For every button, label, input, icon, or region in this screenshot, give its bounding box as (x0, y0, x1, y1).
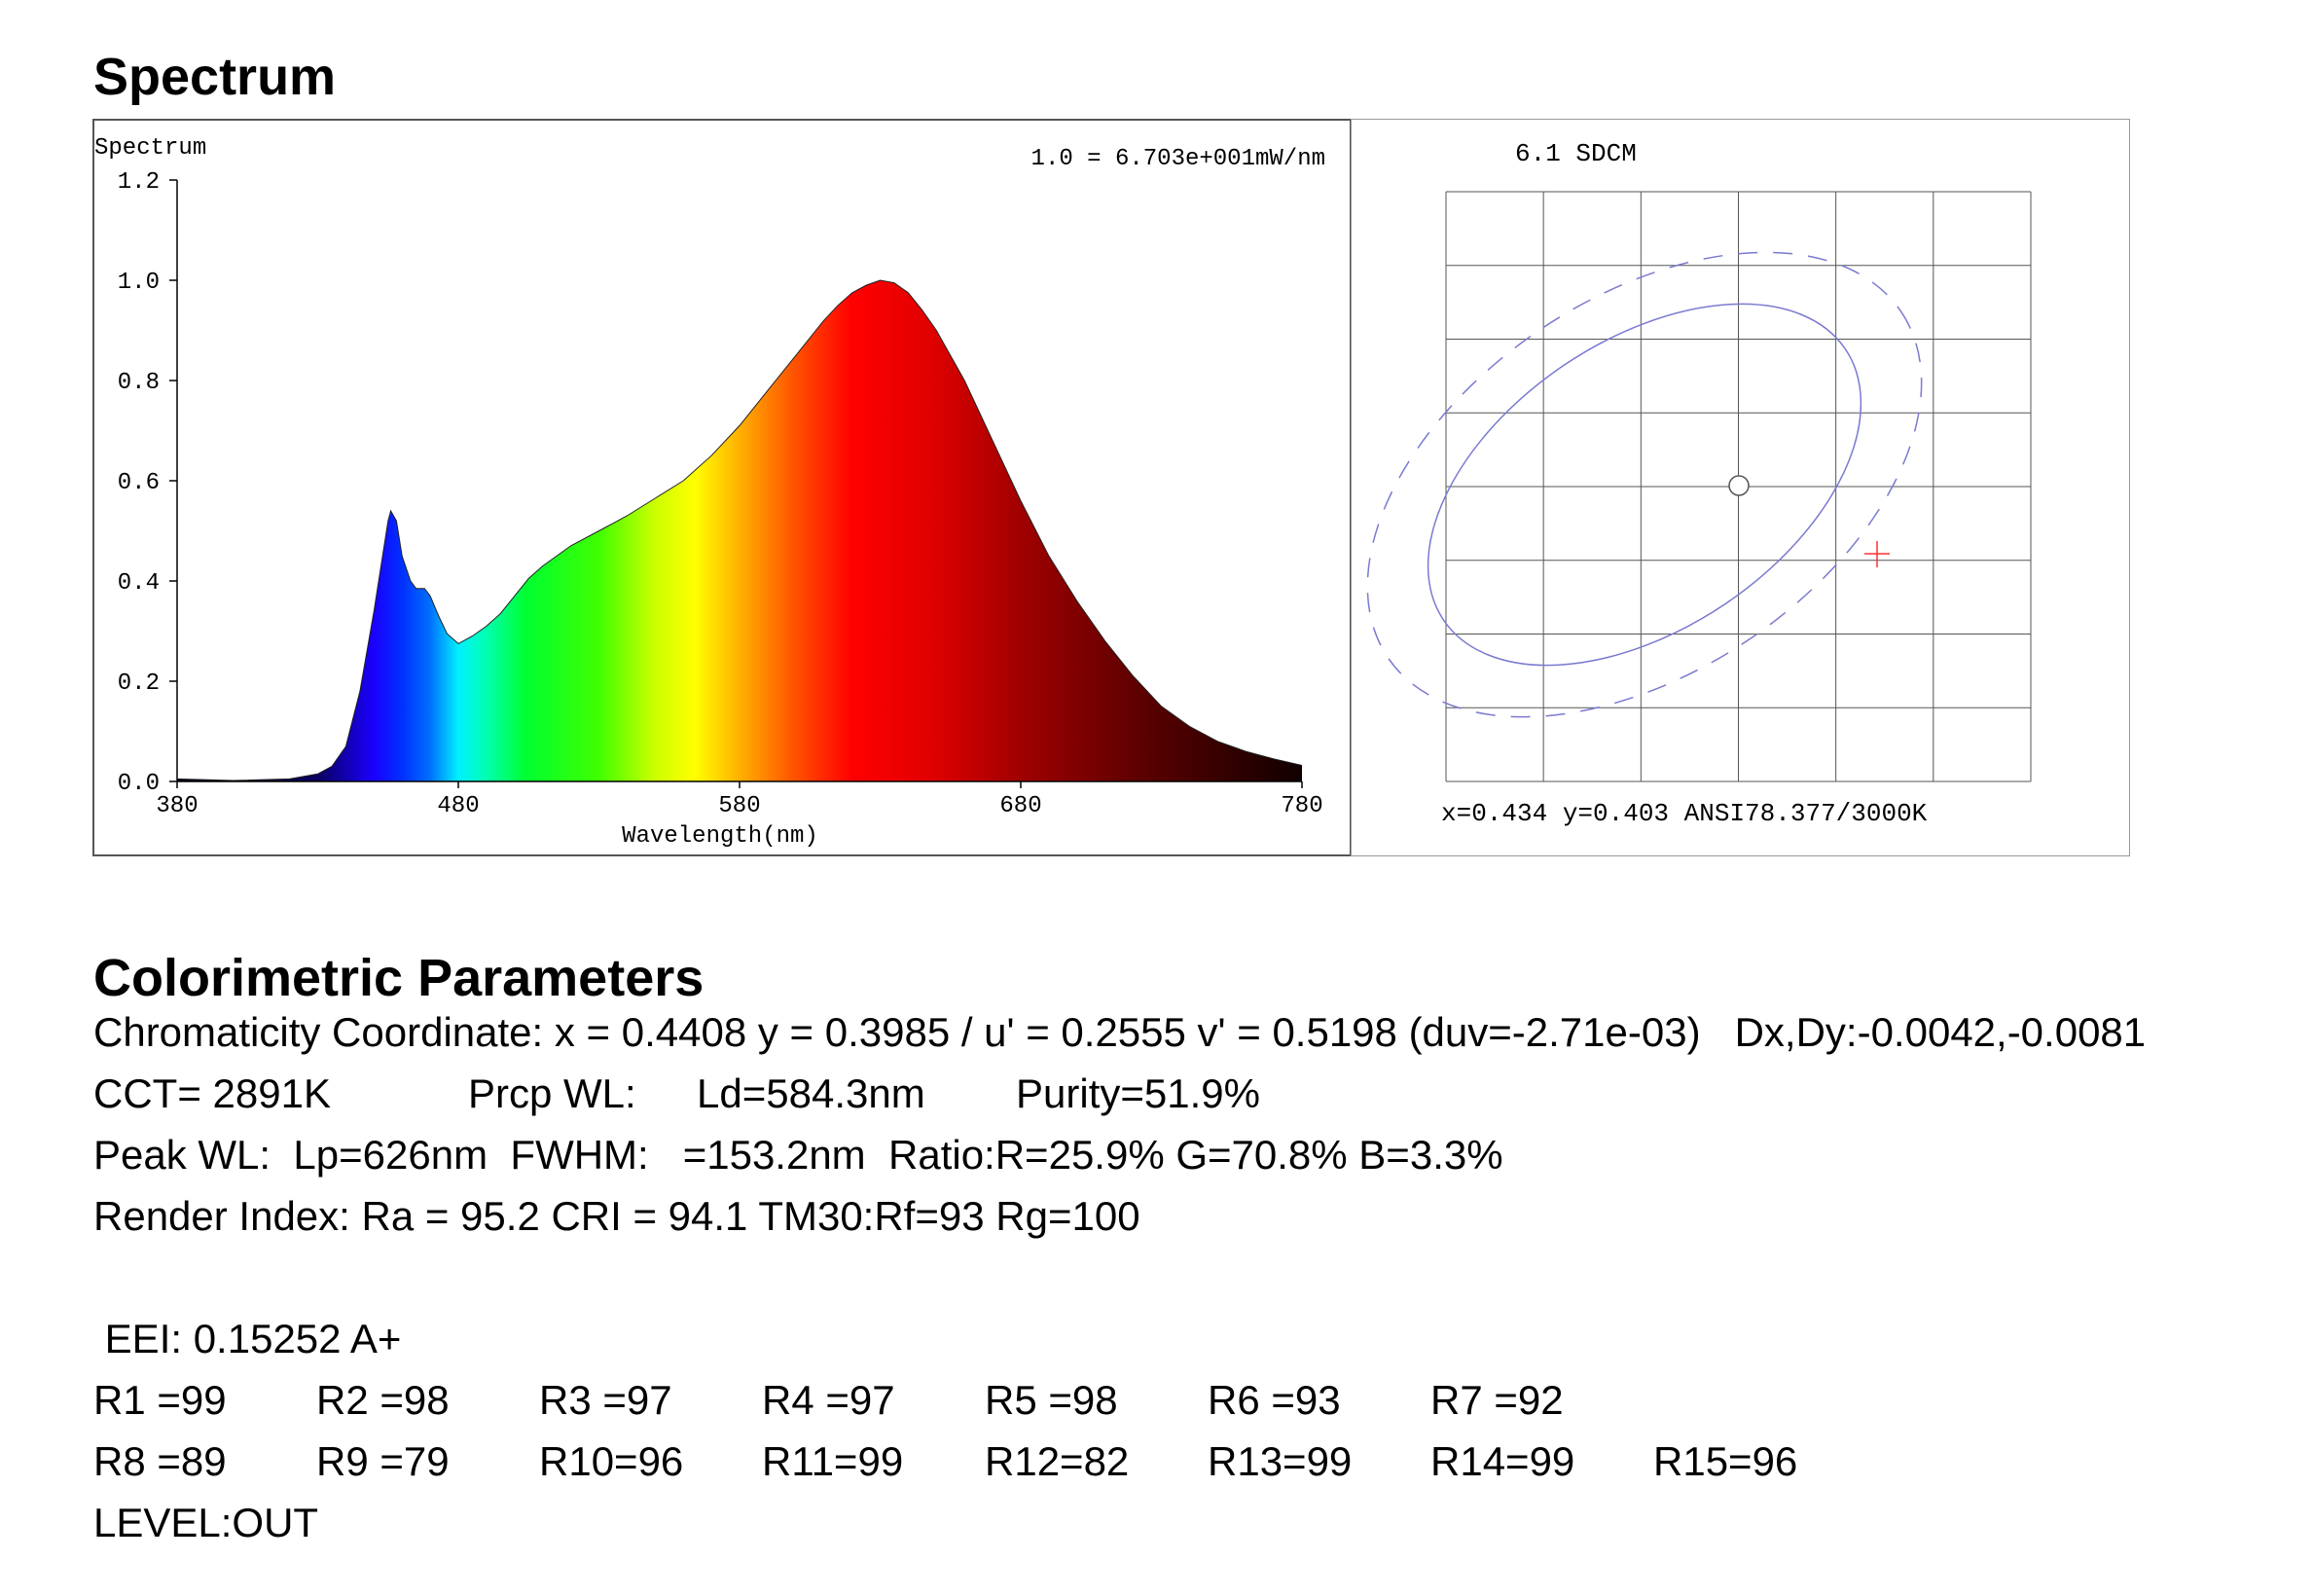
r-value-cell: R7 =92 (1430, 1377, 1564, 1423)
render-index-line: Render Index: Ra = 95.2 CRI = 94.1 TM30:… (93, 1193, 1140, 1239)
sdcm-chart-panel: 6.1 SDCM x=0.434 y=0.403 ANSI78.377/3000… (1351, 119, 2130, 856)
purity-value: Purity=51.9% (1016, 1070, 1260, 1116)
eei-line: EEI: 0.15252 A+ (93, 1316, 402, 1361)
r-value-cell: R1 =99 (93, 1377, 227, 1423)
r-value-cell: R8 =89 (93, 1438, 227, 1484)
sdcm-ellipse-dashed (1366, 251, 1923, 718)
r-value-cell: R9 =79 (316, 1438, 450, 1484)
spectrum-area (177, 280, 1302, 781)
r-value-cell: R14=99 (1430, 1438, 1575, 1484)
y-tick-label: 0.6 (118, 470, 160, 496)
r-values-row-1: R1 =99 R2 =98 R3 =97 R4 =97 R5 =98 R6 =93 R7 =… (93, 1380, 2040, 1423)
y-tick-label: 0.8 (118, 370, 160, 396)
x-tick-label: 780 (1281, 793, 1322, 819)
y-tick-label: 0.2 (118, 671, 160, 697)
r-value-cell: R11=99 (762, 1438, 904, 1484)
cct-value: CCT= 2891K (93, 1070, 331, 1116)
measured-point-marker (1864, 541, 1890, 567)
sdcm-ellipse-solid (1427, 303, 1862, 667)
y-tick-label: 1.0 (118, 270, 160, 296)
level-line: LEVEL:OUT (93, 1500, 319, 1545)
y-tick-label: 1.2 (118, 169, 160, 196)
x-tick-label: 680 (999, 793, 1041, 819)
x-axis-label: Wavelength(nm) (622, 823, 818, 850)
ld-value: Ld=584.3nm (697, 1070, 925, 1116)
spectrum-chart: 0.0 0.2 0.4 0.6 0.8 1.0 1.2 380 480 580 680 780 Spec… (94, 135, 1325, 850)
x-tick-label: 480 (437, 793, 479, 819)
r-value-cell: R10=96 (539, 1438, 684, 1484)
spectrum-heading: Spectrum (93, 48, 337, 106)
x-tick-label: 380 (156, 793, 198, 819)
spectrum-chart-panel: 0.0 0.2 0.4 0.6 0.8 1.0 1.2 380 480 580 680 780 Spec… (92, 119, 1352, 856)
y-tick-label: 0.4 (118, 570, 160, 597)
sdcm-title: 6.1 SDCM (1515, 139, 1637, 168)
r-value-cell: R13=99 (1208, 1438, 1353, 1484)
x-tick-label: 580 (718, 793, 760, 819)
r-value-cell: R5 =98 (985, 1377, 1118, 1423)
r-value-cell: R6 =93 (1208, 1377, 1341, 1423)
spectrum-curve (176, 279, 1303, 781)
r-value-cell: R12=82 (985, 1438, 1130, 1484)
r-value-cell: R2 =98 (316, 1377, 450, 1423)
peak-wl-line: Peak WL: Lp=626nm FWHM: =153.2nm Ratio:R… (93, 1132, 1503, 1178)
target-point-marker (1728, 475, 1750, 496)
r-values-row-2: R8 =89 R9 =79 R10=96 R11=99 R12=82 R13=99 R14=… (93, 1441, 2040, 1484)
sdcm-chart: 6.1 SDCM x=0.434 y=0.403 ANSI78.377/3000… (1366, 139, 2032, 828)
chromaticity-line: Chromaticity Coordinate: x = 0.4408 y = … (93, 1009, 2147, 1055)
colorimetric-heading: Colorimetric Parameters (93, 949, 705, 1007)
r-value-cell: R15=96 (1653, 1438, 1798, 1484)
prcp-wl-label: Prcp WL: (468, 1070, 636, 1116)
sdcm-caption: x=0.434 y=0.403 ANSI78.377/3000K (1441, 799, 1928, 828)
r-value-cell: R3 =97 (539, 1377, 672, 1423)
scale-note: 1.0 = 6.703e+001mW/nm (1031, 146, 1325, 172)
cct-line: CCT= 2891K Prcp WL: Ld=584.3nm Purity=51… (93, 1073, 2040, 1116)
r-value-cell: R4 =97 (762, 1377, 895, 1423)
y-tick-label: 0.0 (118, 771, 160, 797)
chart-title: Spectrum (94, 135, 206, 162)
